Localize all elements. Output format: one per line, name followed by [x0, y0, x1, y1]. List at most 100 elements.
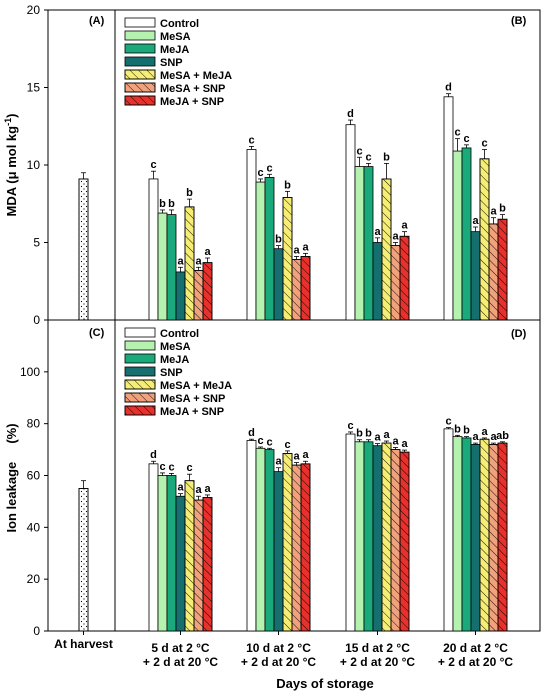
significance-letter: ab — [496, 430, 509, 442]
y-axis-title-bottom: Ion leakage (%) — [4, 423, 19, 532]
bar-pattern — [300, 256, 311, 321]
legend-label: MeSA + SNP — [160, 83, 225, 95]
bar — [452, 150, 463, 321]
bar-harvest-pattern — [78, 178, 89, 321]
legend-swatch-pattern — [124, 405, 156, 416]
category-labels: At harvest 5 d at 2 °C+ 2 d at 20 °C10 d … — [54, 637, 513, 669]
bar — [372, 445, 383, 632]
x-axis-title: Days of storage — [276, 676, 374, 691]
category-label-line2: + 2 d at 20 °C — [143, 655, 218, 669]
significance-letter: c — [186, 462, 192, 474]
significance-letter: b — [383, 151, 390, 163]
significance-letter: a — [392, 231, 399, 243]
legend-swatch — [124, 30, 156, 41]
bar — [175, 495, 186, 632]
significance-letter: a — [177, 255, 184, 267]
legend-swatch — [124, 17, 156, 28]
significance-letter: c — [454, 127, 460, 139]
bar — [443, 428, 454, 632]
category-label-line2: + 2 d at 20 °C — [241, 655, 316, 669]
significance-letter: a — [177, 482, 184, 494]
legend-label: MeSA + MeJA — [160, 380, 232, 392]
bar — [461, 437, 472, 632]
significance-letter: a — [490, 206, 497, 218]
significance-letter: a — [472, 215, 479, 227]
significance-letter: c — [248, 134, 254, 146]
bar — [255, 447, 266, 632]
bar-pattern — [381, 442, 392, 632]
y-tick-label: 40 — [27, 520, 41, 534]
y-tick-label: 60 — [27, 469, 41, 483]
significance-letter: a — [195, 484, 202, 496]
bar-pattern — [381, 178, 392, 321]
bar — [264, 176, 275, 321]
significance-letter: b — [365, 428, 372, 440]
bar — [461, 147, 472, 321]
category-label-line1: 15 d at 2 °C — [345, 641, 410, 655]
legend-label: Control — [160, 18, 199, 30]
significance-letter: a — [293, 244, 300, 256]
significance-letter: c — [445, 416, 451, 428]
bar-pattern — [291, 464, 302, 632]
legend-swatch — [124, 340, 156, 351]
significance-letter: a — [204, 483, 211, 495]
significance-letter: c — [257, 167, 263, 179]
bar-pattern — [479, 158, 490, 321]
bar — [246, 149, 257, 321]
panel-label-d: (D) — [511, 328, 527, 340]
category-label-harvest: At harvest — [54, 637, 113, 651]
bar-pattern — [488, 443, 499, 632]
bar-pattern — [497, 218, 508, 321]
legend-label: MeJA + SNP — [160, 406, 224, 418]
significance-letter: c — [150, 159, 156, 171]
bar — [148, 178, 159, 321]
bar — [255, 181, 266, 321]
bar-harvest-pattern — [78, 488, 89, 632]
category-label-line1: 20 d at 2 °C — [443, 641, 508, 655]
significance-letter: a — [472, 431, 479, 443]
legend-label: MeJA + SNP — [160, 96, 224, 108]
significance-letter: c — [257, 435, 263, 447]
significance-letter: c — [347, 420, 353, 432]
significance-letter: a — [204, 246, 211, 258]
y-tick-label: 5 — [33, 236, 40, 250]
legend-label: SNP — [160, 367, 183, 379]
bar — [443, 96, 454, 321]
legend-swatch — [124, 327, 156, 338]
bar-pattern — [390, 449, 401, 632]
legend-swatch — [124, 56, 156, 67]
legend-swatch — [124, 366, 156, 377]
significance-letter: a — [490, 431, 497, 443]
legend-label: MeSA — [160, 341, 191, 353]
y-tick-label: 100 — [20, 365, 40, 379]
bar-pattern — [202, 262, 213, 321]
significance-letter: d — [150, 449, 157, 461]
bar-pattern — [282, 453, 293, 632]
bar — [246, 440, 257, 632]
bar — [354, 441, 365, 632]
bar-pattern — [193, 499, 204, 632]
bar-pattern — [291, 259, 302, 321]
legend-label: MeSA + SNP — [160, 393, 225, 405]
significance-letter: c — [284, 439, 290, 451]
bar-pattern — [184, 480, 195, 632]
y-tick-label: 20 — [27, 572, 41, 586]
bar — [470, 443, 481, 632]
significance-letter: c — [463, 133, 469, 145]
bar — [157, 475, 168, 632]
bar — [452, 436, 463, 632]
y-tick-label: 80 — [27, 417, 41, 431]
y-tick-label: 0 — [33, 313, 40, 327]
legend-label: SNP — [160, 57, 183, 69]
legend-swatch — [124, 353, 156, 364]
legend-label: MeJA — [160, 44, 189, 56]
bar — [273, 248, 284, 321]
bar — [363, 441, 374, 632]
significance-letter: c — [159, 461, 165, 473]
bar — [345, 124, 356, 321]
significance-letter: b — [356, 428, 363, 440]
bar-pattern — [300, 463, 311, 632]
